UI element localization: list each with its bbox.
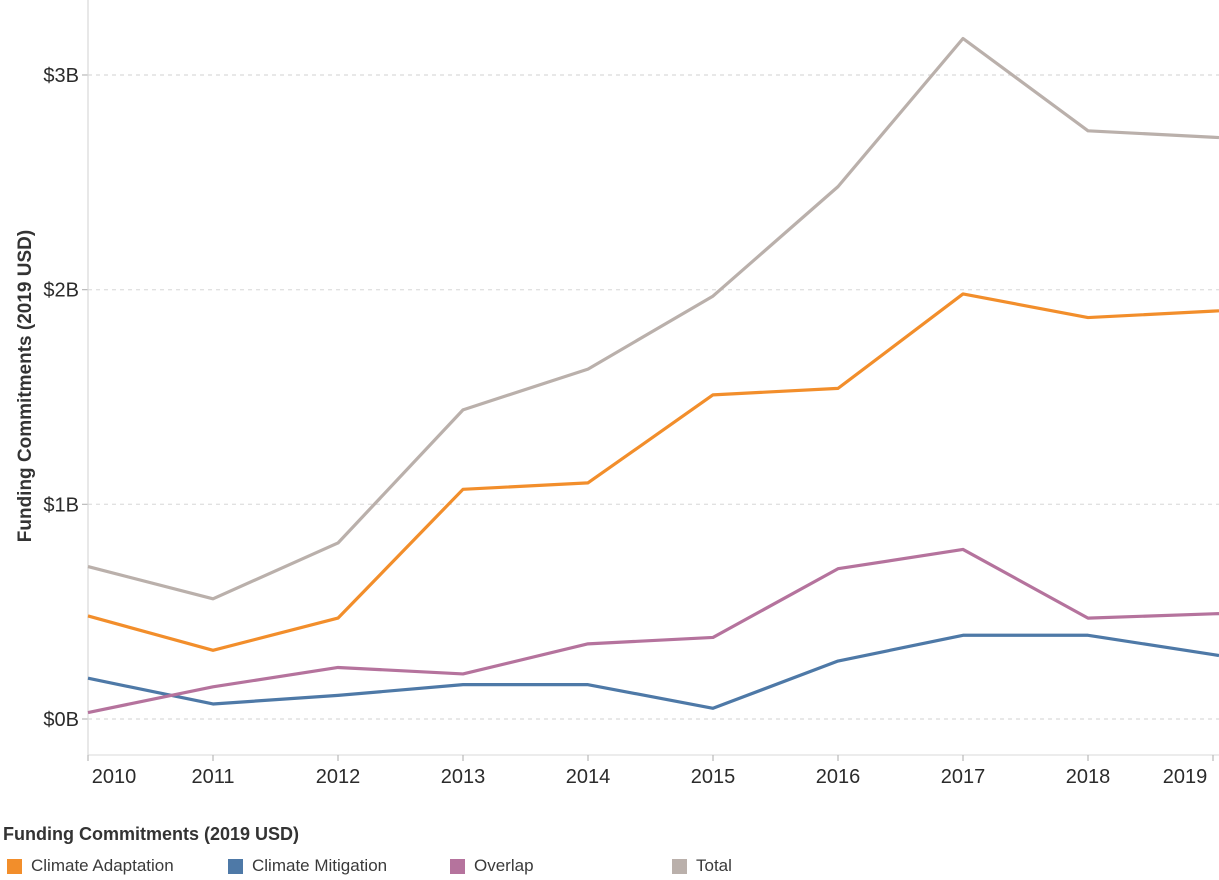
legend-swatch-climate-adaptation	[7, 858, 22, 874]
y-tick-label--2b: $2B	[43, 280, 79, 302]
y-tick-label--0b: $0B	[43, 709, 79, 731]
x-tick-label-2014: 2014	[566, 766, 611, 788]
y-tick-label--3b: $3B	[43, 65, 79, 87]
x-tick-label-2015: 2015	[691, 766, 736, 788]
x-tick-label-2019: 2019	[1163, 766, 1208, 788]
series-line-climate-mitigation[interactable]	[87, 633, 1219, 710]
x-tick-label-2010: 2010	[92, 766, 137, 788]
series-line-total[interactable]	[87, 36, 1219, 601]
plot-area: $0B $1B $2B $3B 2010 2011 2012 2013 2014 2015 2016…	[43, 0, 1219, 788]
x-tick-label-2011: 2011	[191, 766, 234, 788]
x-tick-label-2017: 2017	[941, 766, 986, 788]
y-axis-title: Funding Commitments (2019 USD)	[15, 229, 36, 543]
x-tick-label-2018: 2018	[1066, 766, 1111, 788]
legend-swatch-total	[672, 858, 687, 874]
legend-label-total: Total	[696, 856, 732, 875]
x-tick-label-2013: 2013	[441, 766, 486, 788]
x-tick-label-2016: 2016	[816, 766, 861, 788]
legend-item-climate-adaptation[interactable]: Climate Adaptation	[7, 856, 174, 876]
y-tick-label--1b: $1B	[43, 494, 79, 516]
legend-label-overlap: Overlap	[474, 856, 534, 875]
legend-label-climate-adaptation: Climate Adaptation	[31, 856, 174, 875]
x-tick-label-2012: 2012	[316, 766, 361, 788]
legend-label-climate-mitigation: Climate Mitigation	[252, 856, 388, 875]
series-line-climate-adaptation[interactable]	[87, 292, 1219, 652]
legend-item-total[interactable]: Total	[672, 856, 732, 876]
legend-item-overlap[interactable]: Overlap	[450, 856, 534, 876]
legend-title: Funding Commitments (2019 USD)	[3, 824, 300, 844]
series-line-overlap[interactable]	[87, 547, 1219, 715]
legend-swatch-overlap	[450, 858, 465, 874]
legend-item-climate-mitigation[interactable]: Climate Mitigation	[228, 856, 387, 876]
legend-swatch-climate-mitigation	[228, 858, 243, 874]
